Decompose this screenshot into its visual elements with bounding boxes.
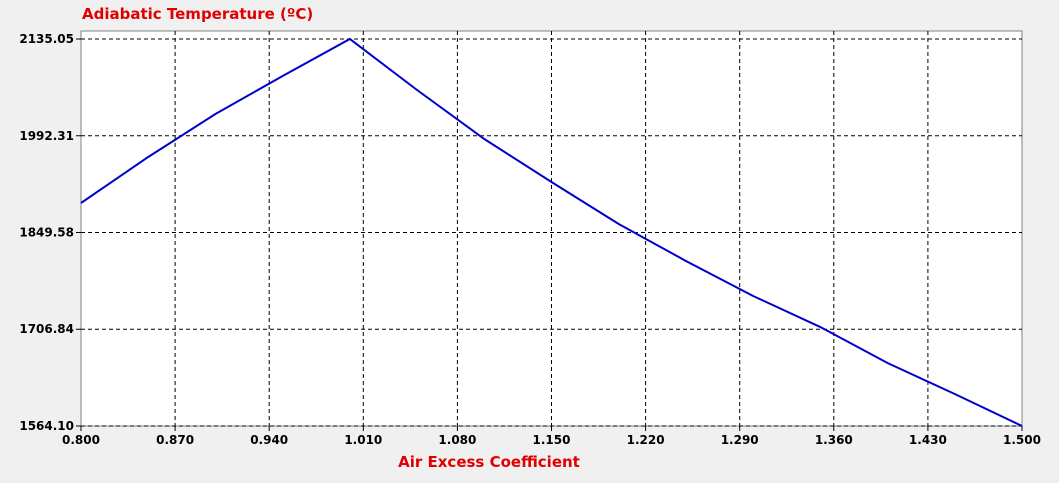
x-tick-label: 1.360 bbox=[815, 433, 853, 447]
y-tick-label: 1849.58 bbox=[19, 225, 74, 239]
x-axis-label: Air Excess Coefficient bbox=[398, 453, 580, 471]
x-tick-label: 0.800 bbox=[62, 433, 100, 447]
y-tick-label: 1706.84 bbox=[19, 322, 74, 336]
chart-title: Adiabatic Temperature (ºC) bbox=[82, 5, 314, 23]
y-tick-label: 1564.10 bbox=[19, 419, 74, 433]
x-tick-label: 1.500 bbox=[1003, 433, 1041, 447]
y-tick-label: 2135.05 bbox=[19, 32, 74, 46]
tick-labels: 0.800 0.870 0.940 1.010 1.080 1.150 1.220 1.290… bbox=[19, 32, 1041, 447]
x-tick-label: 1.220 bbox=[627, 433, 665, 447]
series-group bbox=[80, 37, 1023, 427]
x-tick-label: 1.010 bbox=[344, 433, 382, 447]
x-tick-label: 1.150 bbox=[533, 433, 571, 447]
x-tick-label: 1.430 bbox=[909, 433, 947, 447]
x-tick-label: 1.290 bbox=[721, 433, 759, 447]
x-tick-label: 0.870 bbox=[156, 433, 194, 447]
x-tick-label: 0.940 bbox=[250, 433, 288, 447]
grid bbox=[76, 31, 1023, 431]
x-tick-label: 1.080 bbox=[438, 433, 476, 447]
y-tick-label: 1992.31 bbox=[19, 129, 74, 143]
